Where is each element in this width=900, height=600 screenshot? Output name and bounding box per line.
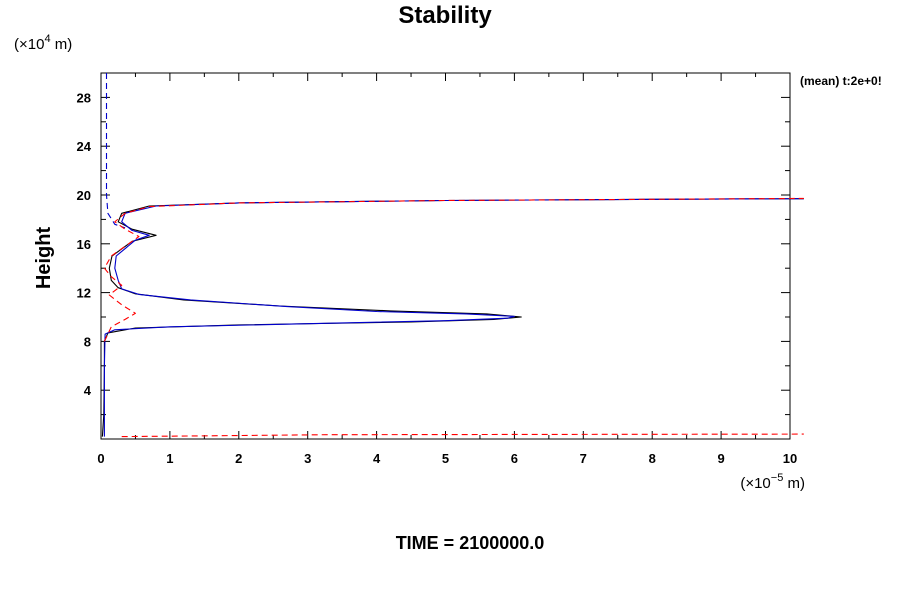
y-tick-label: 8	[84, 334, 91, 349]
plot-area	[100, 72, 791, 440]
series-line-4	[121, 433, 804, 438]
y-tick-label: 28	[77, 90, 91, 105]
x-tick-label: 2	[235, 451, 242, 466]
x-axis-unit-exponent: −5	[771, 472, 784, 484]
y-axis-unit-exponent: 4	[44, 33, 50, 45]
x-tick-label: 4	[373, 451, 381, 466]
y-tick-label: 4	[84, 383, 92, 398]
y-tick-label: 24	[77, 139, 92, 154]
x-tick-label: 3	[304, 451, 311, 466]
x-tick-label: 5	[442, 451, 449, 466]
x-tick-label: 6	[511, 451, 518, 466]
x-axis-unit-prefix: (×10	[740, 475, 770, 492]
y-axis-label: Height	[33, 227, 55, 290]
y-tick-label: 20	[77, 188, 91, 203]
y-axis-unit-suffix: m)	[51, 36, 73, 53]
x-axis-unit: (×10−5 m)	[740, 472, 805, 492]
y-tick-label: 12	[77, 286, 91, 301]
y-tick-label: 16	[77, 237, 91, 252]
series-line-5	[103, 197, 804, 342]
legend-note: (mean) t:2e+0!	[800, 74, 882, 88]
x-tick-label: 9	[717, 451, 724, 466]
x-tick-label: 10	[783, 451, 797, 466]
x-tick-label: 0	[97, 451, 104, 466]
series-line-3	[105, 73, 126, 229]
x-tick-label: 1	[166, 451, 173, 466]
x-axis-unit-suffix: m)	[783, 475, 805, 492]
plot-frame	[100, 72, 791, 440]
x-tick-label: 8	[649, 451, 656, 466]
series-layer	[101, 73, 804, 438]
time-label: TIME = 2100000.0	[396, 533, 545, 553]
y-axis-unit: (×104 m)	[14, 33, 72, 53]
x-tick-label: 7	[580, 451, 587, 466]
chart-title: Stability	[398, 2, 492, 29]
y-axis-unit-prefix: (×10	[14, 36, 44, 53]
